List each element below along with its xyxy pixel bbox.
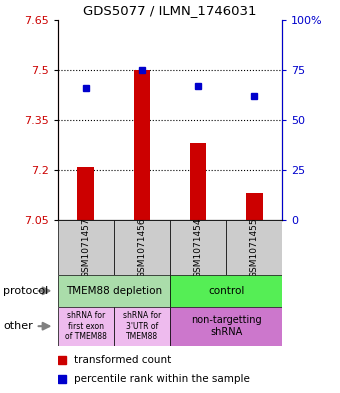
Text: GSM1071455: GSM1071455 (250, 217, 259, 278)
Bar (58, 307, 114, 346)
Text: protocol: protocol (3, 286, 49, 296)
Text: shRNA for
first exon
of TMEM88: shRNA for first exon of TMEM88 (65, 311, 107, 341)
Bar (170, 307, 282, 346)
Bar (114, 307, 170, 346)
Bar (58, 275, 170, 307)
Text: transformed count: transformed count (73, 354, 171, 365)
Text: control: control (208, 286, 244, 296)
Text: other: other (3, 321, 33, 331)
Bar (226, 220, 282, 275)
Text: TMEM88 depletion: TMEM88 depletion (66, 286, 162, 296)
Bar (78, 167, 94, 220)
Bar (134, 70, 150, 220)
Bar (170, 220, 226, 275)
Bar (190, 143, 206, 220)
Title: GDS5077 / ILMN_1746031: GDS5077 / ILMN_1746031 (83, 4, 257, 17)
Text: shRNA for
3'UTR of
TMEM88: shRNA for 3'UTR of TMEM88 (123, 311, 161, 341)
Bar (114, 220, 170, 275)
Text: percentile rank within the sample: percentile rank within the sample (73, 374, 249, 384)
Bar (246, 193, 262, 220)
Text: non-targetting
shRNA: non-targetting shRNA (191, 316, 261, 337)
Text: GSM1071457: GSM1071457 (81, 217, 90, 278)
Bar (170, 275, 282, 307)
Text: GSM1071454: GSM1071454 (193, 217, 203, 278)
Text: GSM1071456: GSM1071456 (137, 217, 147, 278)
Bar (58, 220, 114, 275)
